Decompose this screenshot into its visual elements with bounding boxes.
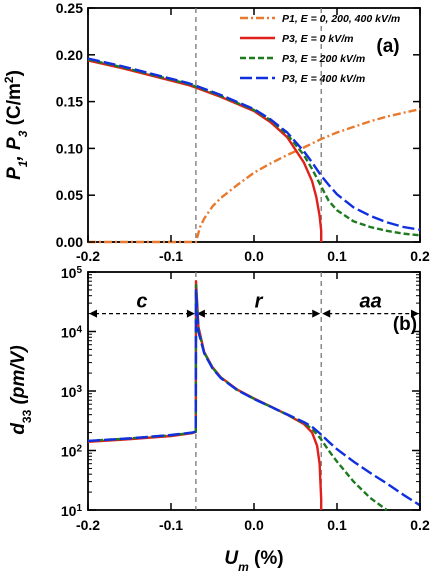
region-arrow-head [322, 309, 331, 318]
x-tick-label: 0.2 [410, 517, 430, 533]
region-arrow-head [312, 309, 321, 318]
panel-a: -0.2 -0.1 0.0 0.1 0.2 0.00 0.05 0.10 0.15 0.20 0.2… [2, 0, 430, 264]
panel-a-tag: (a) [376, 36, 399, 57]
panel-b-y-axis-label: d33 (pm/V) [8, 345, 34, 434]
y-tick-label: 0.20 [56, 47, 83, 63]
x-tick-label: 0.0 [244, 248, 264, 264]
legend-label: P1, E = 0, 200, 400 kV/m [282, 13, 400, 25]
series-line [87, 57, 421, 231]
region-arrow-head [411, 309, 419, 318]
y-tick-label: 104 [61, 324, 83, 341]
y-tick-label: 103 [61, 384, 83, 401]
x-tick-label: -0.2 [76, 517, 100, 533]
panel-a-y-axis-label: P1, P3 (C/m2) [2, 70, 30, 180]
x-tick-label: 0.1 [327, 517, 347, 533]
legend: P1, E = 0, 200, 400 kV/m P3, E = 0 kV/m P3… [240, 13, 400, 85]
phase-region-label: c [136, 291, 147, 313]
x-tick-label: 0.0 [244, 517, 264, 533]
y-tick-label: 105 [61, 265, 83, 282]
legend-label: P3, E = 200 kV/m [282, 53, 365, 65]
x-tick-label: -0.2 [76, 248, 100, 264]
y-tick-label: 102 [61, 443, 83, 460]
x-tick-label: -0.1 [159, 517, 183, 533]
phase-region-label: r [255, 291, 264, 313]
panel-b-tag: (b) [393, 314, 417, 335]
region-arrow-head [186, 309, 195, 318]
y-tick-label: 0.05 [56, 187, 83, 203]
series-line [87, 288, 421, 507]
y-tick-label: 0.15 [56, 94, 83, 110]
series-line [87, 284, 388, 511]
legend-label: P3, E = 0 kV/m [282, 33, 354, 45]
region-arrow-head [89, 309, 97, 318]
panel-b-x-axis-label: Um (%) [224, 548, 283, 572]
series-line [87, 58, 421, 237]
y-tick-label: 0.10 [56, 140, 83, 156]
series-line [87, 59, 323, 242]
phase-region-label: aa [359, 291, 381, 313]
series-line [88, 107, 421, 244]
legend-label: P3, E = 400 kV/m [282, 73, 365, 85]
x-tick-label: -0.1 [159, 248, 183, 264]
x-tick-label: 0.1 [327, 248, 347, 264]
x-tick-label: 0.2 [410, 248, 430, 264]
region-arrow-head [196, 309, 205, 318]
panel-a-frame [87, 7, 421, 243]
y-tick-label: 0.00 [56, 234, 83, 250]
y-tick-label: 0.25 [56, 0, 83, 16]
